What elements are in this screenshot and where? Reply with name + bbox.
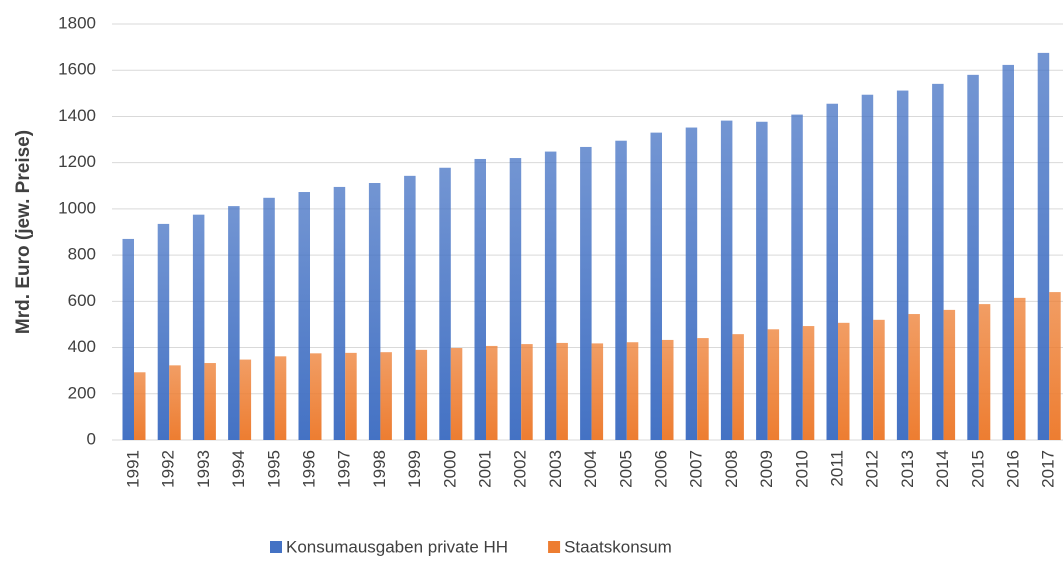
x-tick-label: 2004	[581, 450, 600, 488]
x-tick-label: 2009	[757, 450, 776, 488]
bar	[239, 359, 252, 440]
x-tick-label: 2003	[546, 450, 565, 488]
bar	[310, 353, 322, 440]
bar	[978, 304, 991, 440]
bar	[826, 103, 838, 440]
x-tick-label: 2000	[440, 450, 459, 488]
bar	[873, 319, 885, 440]
bar	[157, 223, 170, 440]
x-tick-label: 1999	[405, 450, 424, 488]
x-tick-label: 2014	[933, 450, 952, 488]
bar	[838, 322, 850, 440]
bar	[685, 127, 698, 440]
bar	[474, 158, 486, 441]
legend-label: Staatskonsum	[564, 537, 672, 556]
y-tick-label: 600	[68, 291, 96, 310]
bar	[767, 329, 780, 440]
bar	[615, 140, 627, 440]
x-tick-label: 2016	[1003, 450, 1022, 488]
y-tick-label: 1800	[58, 13, 96, 32]
x-tick-label: 2002	[511, 450, 530, 488]
x-tick-label: 1995	[264, 450, 283, 488]
y-tick-label: 1000	[58, 198, 96, 217]
bar	[943, 309, 956, 440]
bar	[896, 90, 909, 440]
bar	[345, 352, 357, 440]
bar	[274, 356, 287, 440]
y-tick-label: 400	[68, 337, 96, 356]
y-tick-label: 1200	[58, 152, 96, 171]
bar	[1002, 64, 1014, 440]
bar	[450, 348, 463, 440]
bar	[650, 132, 662, 440]
bar	[380, 352, 392, 440]
bar	[720, 120, 733, 441]
x-tick-label: 2017	[1039, 450, 1058, 488]
bar	[368, 183, 381, 440]
bar	[415, 349, 428, 440]
bar	[580, 146, 592, 440]
legend-swatch	[548, 541, 561, 553]
bar	[298, 192, 310, 440]
bar	[861, 94, 874, 440]
bar	[697, 338, 709, 440]
bar	[802, 326, 815, 440]
bar	[404, 175, 416, 440]
bar	[908, 314, 920, 440]
bar	[228, 206, 240, 440]
x-tick-label: 1994	[229, 450, 248, 488]
x-tick-label: 2001	[475, 450, 494, 488]
x-tick-label: 2015	[968, 450, 987, 488]
bar	[1014, 297, 1026, 440]
bar	[591, 343, 604, 440]
x-tick-label: 1997	[335, 450, 354, 488]
x-tick-label: 2013	[898, 450, 917, 488]
bar	[732, 334, 744, 440]
bar	[192, 214, 205, 440]
y-tick-label: 1400	[58, 106, 96, 125]
bar	[756, 121, 768, 440]
bar	[169, 365, 181, 440]
y-tick-label: 800	[68, 245, 96, 264]
bar	[932, 83, 944, 440]
x-tick-label: 2008	[722, 450, 741, 488]
legend-label: Konsumausgaben private HH	[286, 537, 508, 556]
x-tick-label: 1991	[123, 450, 142, 488]
x-tick-label: 2010	[792, 450, 811, 488]
bar	[662, 339, 674, 440]
x-tick-label: 1998	[370, 450, 389, 488]
y-tick-label: 1600	[58, 60, 96, 79]
legend-swatch	[270, 541, 282, 553]
x-tick-label: 1992	[159, 450, 178, 488]
bar	[1049, 292, 1061, 440]
y-axis-label: Mrd. Euro (jew. Preise)	[13, 130, 34, 334]
bar	[333, 186, 346, 440]
x-tick-label: 2011	[827, 450, 846, 487]
bar	[263, 197, 275, 440]
x-tick-label: 2012	[863, 450, 882, 488]
bar	[1037, 52, 1050, 441]
bar	[134, 372, 146, 440]
bar	[791, 114, 803, 441]
bar	[556, 342, 568, 440]
bar	[204, 363, 216, 440]
y-tick-label: 200	[68, 383, 96, 402]
bar	[521, 344, 533, 440]
x-tick-label: 2007	[687, 450, 706, 488]
bar	[439, 167, 451, 441]
bar	[967, 74, 979, 440]
bar	[509, 158, 522, 441]
x-tick-label: 1993	[194, 450, 213, 488]
bar	[544, 151, 557, 440]
x-tick-label: 2006	[651, 450, 670, 488]
bar	[626, 342, 639, 440]
y-tick-label: 0	[87, 429, 96, 448]
bar	[486, 345, 498, 440]
x-tick-label: 1996	[299, 450, 318, 488]
bar	[122, 238, 134, 440]
x-tick-label: 2005	[616, 450, 635, 488]
